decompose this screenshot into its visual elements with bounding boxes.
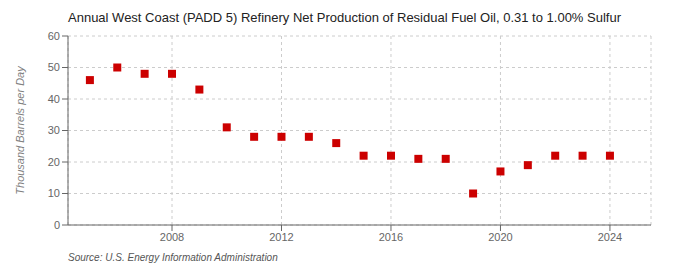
svg-text:2012: 2012	[269, 231, 293, 243]
svg-text:Thousand Barrels per Day: Thousand Barrels per Day	[14, 65, 26, 195]
html-text:Source: U.S. Energy Informatio: Source: U.S. Energy Information Administ…	[68, 252, 278, 263]
svg-text:2024: 2024	[598, 231, 622, 243]
svg-text:2020: 2020	[488, 231, 512, 243]
svg-text:2008: 2008	[160, 231, 184, 243]
svg-text:2016: 2016	[379, 231, 403, 243]
svg-text:60: 60	[48, 30, 60, 42]
svg-text:20: 20	[48, 156, 60, 168]
svg-text:30: 30	[48, 124, 60, 136]
svg-text:0: 0	[54, 219, 60, 231]
svg-text:10: 10	[48, 187, 60, 199]
html-text:Annual West Coast (PADD 5) Ref: Annual West Coast (PADD 5) Refinery Net …	[68, 10, 621, 25]
svg-text:40: 40	[48, 93, 60, 105]
svg-text:50: 50	[48, 61, 60, 73]
